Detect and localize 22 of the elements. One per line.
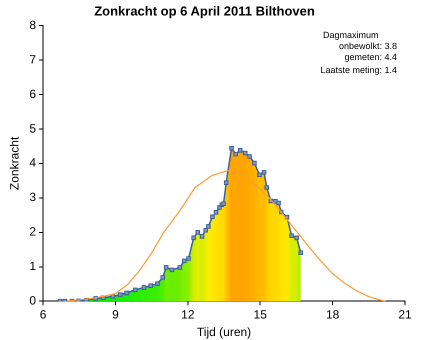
x-tick-label: 21	[398, 308, 412, 322]
x-tick-label: 18	[326, 308, 340, 322]
y-tick-label: 0	[29, 294, 36, 308]
x-tick-label: 6	[40, 308, 47, 322]
y-tick-label: 3	[29, 190, 36, 204]
y-tick-label: 2	[29, 224, 36, 239]
y-tick-label: 7	[29, 52, 36, 66]
annotation: Dagmaximum	[323, 30, 379, 40]
y-axis-title: Zonkracht	[8, 136, 22, 190]
y-tick-label: 6	[29, 86, 36, 101]
y-tick-label: 4	[29, 156, 36, 170]
x-tick-label: 15	[254, 308, 268, 322]
x-tick-label: 12	[181, 308, 195, 322]
annotation: gemeten: 4.4	[344, 52, 397, 62]
annotation: Laatste meting: 1.4	[320, 65, 397, 76]
y-tick-label: 1	[29, 259, 36, 274]
annotation: onbewolkt: 3.8	[338, 41, 397, 52]
x-tick-label: 9	[112, 308, 120, 322]
x-axis-title: Tijd (uren)	[196, 325, 252, 340]
chart-title: Zonkracht op 6 April 2011 Bilthoven	[94, 3, 315, 18]
y-tick-label: 5	[29, 121, 36, 136]
y-tick-label: 8	[29, 18, 36, 32]
